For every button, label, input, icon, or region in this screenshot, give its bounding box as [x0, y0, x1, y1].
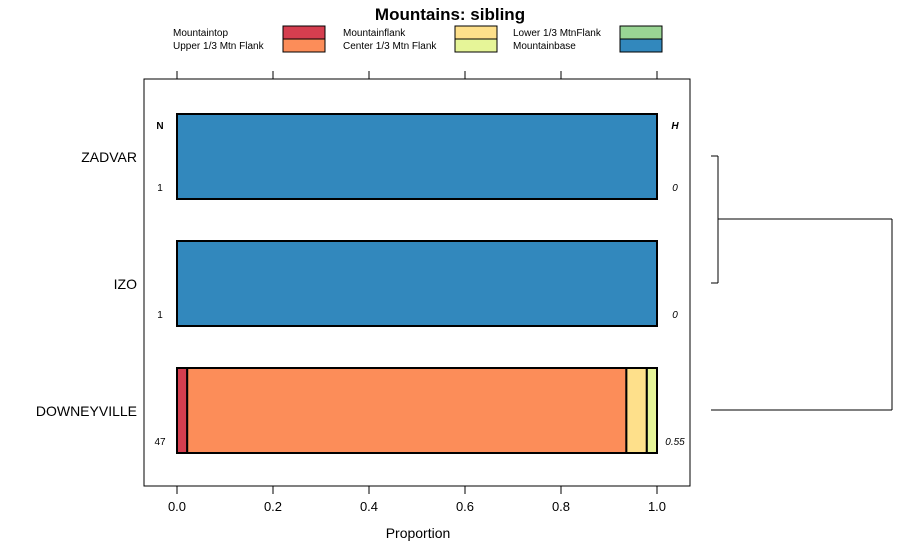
x-tick-label: 0.8 — [552, 499, 570, 514]
bars — [176, 113, 658, 454]
legend-swatch — [454, 25, 498, 40]
legend-label: Upper 1/3 Mtn Flank — [173, 41, 265, 52]
n-value: 1 — [157, 310, 163, 321]
x-axis: 0.0 0.2 0.4 0.6 0.8 1.0 — [168, 71, 666, 514]
h-value: 0.55 — [665, 437, 685, 448]
category-label: DOWNEYVILLE — [36, 403, 137, 419]
legend-swatch — [454, 38, 498, 53]
legend-label: Mountainflank — [343, 28, 406, 39]
dendrogram — [711, 155, 893, 411]
n-h-values: 1 0 1 0 47 0.55 — [154, 183, 685, 448]
legend-swatch — [282, 38, 326, 53]
chart-title: Mountains: sibling — [375, 5, 525, 24]
x-tick-label: 0.0 — [168, 499, 186, 514]
legend-label: Mountaintop — [173, 28, 228, 39]
x-tick-label: 1.0 — [648, 499, 666, 514]
bar-segment — [176, 240, 658, 327]
category-labels: ZADVAR IZO DOWNEYVILLE — [36, 149, 137, 419]
n-column-header: N — [156, 121, 163, 132]
bar-segment — [625, 367, 648, 454]
x-axis-title: Proportion — [386, 525, 451, 541]
n-value: 1 — [157, 183, 163, 194]
bar-segment — [645, 367, 658, 454]
bar-segment — [176, 367, 189, 454]
legend-swatch — [619, 25, 663, 40]
x-tick-label: 0.2 — [264, 499, 282, 514]
h-column-header: H — [671, 121, 679, 132]
plot-frame — [143, 78, 691, 487]
x-tick-label: 0.4 — [360, 499, 378, 514]
category-label: ZADVAR — [81, 149, 137, 165]
category-label: IZO — [114, 276, 137, 292]
n-value: 47 — [154, 437, 166, 448]
x-tick-label: 0.6 — [456, 499, 474, 514]
bar-segment — [176, 113, 658, 200]
legend: Mountaintop Upper 1/3 Mtn Flank Mountainfl… — [173, 25, 663, 53]
h-value: 0 — [672, 183, 678, 194]
bar-segment — [186, 367, 628, 454]
legend-swatch — [619, 38, 663, 53]
legend-label: Lower 1/3 MtnFlank — [513, 28, 602, 39]
h-value: 0 — [672, 310, 678, 321]
legend-label: Mountainbase — [513, 41, 576, 52]
legend-label: Center 1/3 Mtn Flank — [343, 41, 437, 52]
legend-swatch — [282, 25, 326, 40]
